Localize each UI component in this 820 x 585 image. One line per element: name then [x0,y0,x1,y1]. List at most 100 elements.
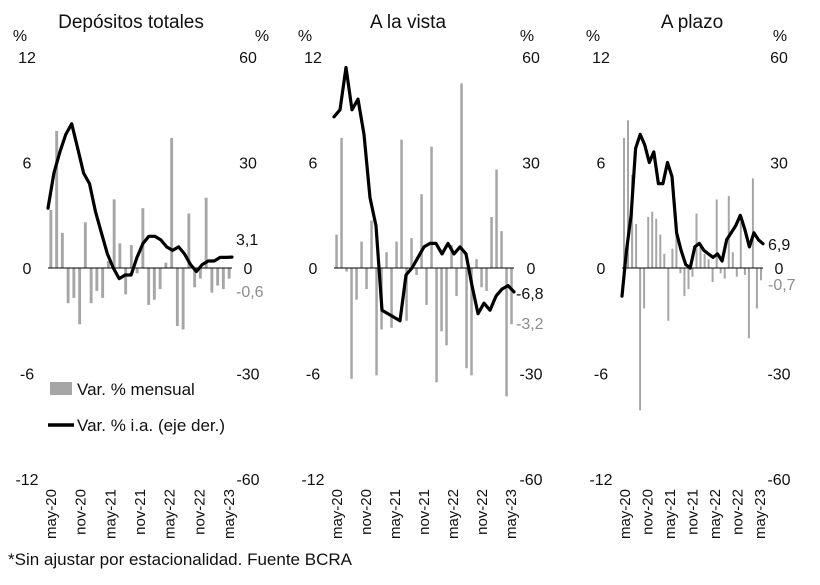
panel3-bar [683,268,686,297]
panel2-end-label-line: -6,8 [516,286,544,303]
panel2-bar [500,231,503,268]
panel3-bar [695,213,698,268]
panel1-bar [152,268,156,300]
panel1-ytick-right: 0 [244,261,253,278]
panel3-left-unit: % [586,28,600,45]
panel2-bar [420,194,423,268]
panel3-ytick-left: -6 [594,367,608,384]
panel2-bar [415,268,418,275]
panel3-bar [679,268,682,274]
panel3-bar [739,222,742,268]
panel3-xtick: nov-22 [730,489,747,535]
panel3-title: A plazo [661,12,723,33]
panel3-ytick-right: 60 [770,50,788,67]
panel1-xtick: nov-20 [73,489,90,535]
panel3-ytick-right: -60 [767,472,790,489]
panel1-line-series [46,122,234,281]
panel3-xtick: may-20 [617,489,634,539]
panel3-ytick-left: -12 [589,472,612,489]
panel2-right-unit: % [520,28,534,45]
panel2-bar [490,217,493,268]
panel3-ytick-right: 0 [775,261,784,278]
panel1-bar [147,268,151,305]
panel2-xtick: may-21 [387,489,404,539]
panel3-end-label-line: 6,9 [768,237,790,254]
panel1-bar [55,130,59,268]
panel1-xtick: may-21 [102,489,119,539]
panel3-bar [643,268,646,309]
panel1-ytick-left: -6 [20,367,34,384]
panel1-ytick-right: -30 [236,367,259,384]
panel3-bar [731,252,734,268]
panel3-xtick: may-21 [662,489,679,539]
panel2-ytick-right: 0 [527,261,536,278]
panel3-bar [639,268,642,411]
panel2-bar [390,268,393,328]
panel3-bar [655,218,658,268]
panel2-bar [395,241,398,268]
panel3-ytick-right: 30 [770,156,788,173]
panel2-bar [425,268,428,305]
panel3-bar [743,268,746,275]
panel1-title: Depósitos totales [58,12,204,33]
panel1-bar [101,268,105,298]
panel2-xtick: nov-22 [474,489,491,535]
panel2-bar [480,268,483,288]
panel1-bar [72,268,76,298]
panel2-bar [465,268,468,369]
panel2-bar [400,139,403,268]
panel2-bar [450,245,453,268]
panel1-bar [49,210,53,268]
panel1-ytick-left: 6 [23,156,32,173]
panel2-bar [345,268,348,272]
panel3-bar [659,234,662,268]
panel3-right-unit: % [773,28,787,45]
panel2-bar [385,252,388,268]
panel2-title: A la vista [370,12,446,33]
panel3-bar [691,268,694,277]
panel2-ytick-left: -6 [306,367,320,384]
panel1-xtick: may-23 [221,489,238,539]
panel3-ytick-left: 0 [597,261,606,278]
panel1-right-unit: % [255,28,269,45]
panel2-bar [405,268,408,321]
panel1-bar [129,245,133,268]
panel3-bar [699,243,702,268]
panel2-xtick: may-20 [329,489,346,539]
panel3-xtick: may-23 [752,489,769,539]
panel2-bar [355,268,358,300]
panel1-bar [198,268,202,279]
panel1-xtick: nov-22 [191,489,208,535]
panel1-bar [221,268,225,290]
panel3-xtick: nov-21 [685,489,702,535]
legend-bar-label: Var. % mensual [77,380,195,399]
panel2-xtick: nov-21 [416,489,433,535]
panel3-bar [635,224,638,268]
panel2-bar [370,220,373,268]
panel3-bar [760,268,762,281]
panel1-bar [204,197,208,268]
panel2-ytick-left: 12 [304,50,322,67]
panel1-bar [83,222,87,268]
panel3-bar [687,268,690,290]
panel3-bar [671,248,674,268]
panel2-ytick-left: 0 [309,261,318,278]
panel1-bar [78,268,82,325]
panel1-ytick-right: 30 [239,156,257,173]
panel3-bar [675,229,678,268]
panel3-ytick-left: 12 [592,50,610,67]
panel2-bar [375,268,378,376]
panel1-xtick: may-20 [43,489,60,539]
panel2-xtick: may-23 [503,489,520,539]
panel3-bar [723,268,726,279]
panel3-bar [747,268,750,339]
panel1-end-label-line: 3,1 [236,232,258,249]
panel1-xtick: may-22 [162,489,179,539]
panel2-bar [475,259,478,268]
panel2-xtick: may-22 [445,489,462,539]
panel1-ytick-left: -12 [15,472,38,489]
panel3-bar [755,268,758,309]
panel3-bar [719,268,722,274]
panel3-xtick: may-22 [707,489,724,539]
panel1-bar [193,268,197,288]
